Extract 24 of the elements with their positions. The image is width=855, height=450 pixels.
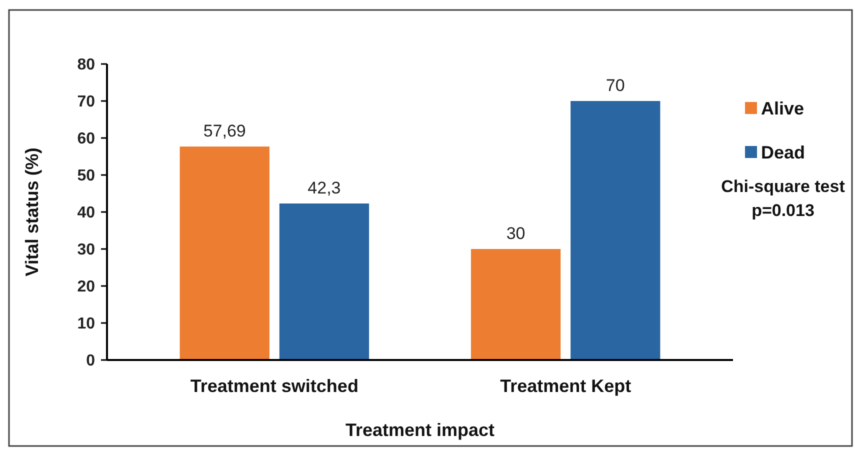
y-tick-label: 50 [77, 168, 96, 185]
data-label: 42,3 [308, 178, 341, 198]
y-tick-label: 30 [77, 242, 96, 259]
legend-label: Alive [761, 98, 804, 118]
y-tick-label: 60 [77, 130, 96, 148]
y-tick-label: 0 [86, 352, 96, 370]
y-tick-label: 70 [77, 94, 96, 111]
annotation: Chi-square test p=0.013 [721, 177, 846, 220]
bar [279, 203, 370, 360]
bar [470, 249, 561, 360]
y-tick-label: 80 [77, 56, 96, 74]
x-axis-title: Treatment impact [345, 420, 495, 440]
x-tick-label: Treatment switched [190, 376, 358, 396]
y-tick-label: 20 [77, 278, 96, 296]
y-tick-label: 40 [77, 204, 96, 222]
data-label: 30 [506, 224, 526, 243]
data-label: 70 [606, 76, 625, 95]
x-tick-label: Treatment Kept [500, 376, 632, 396]
y-tick-label: 10 [77, 316, 96, 333]
bar [570, 101, 660, 360]
legend-label: Dead [761, 142, 806, 162]
data-label: 57,69 [203, 122, 246, 141]
bar [180, 146, 270, 360]
y-axis-title: Vital status (%) [22, 148, 42, 276]
